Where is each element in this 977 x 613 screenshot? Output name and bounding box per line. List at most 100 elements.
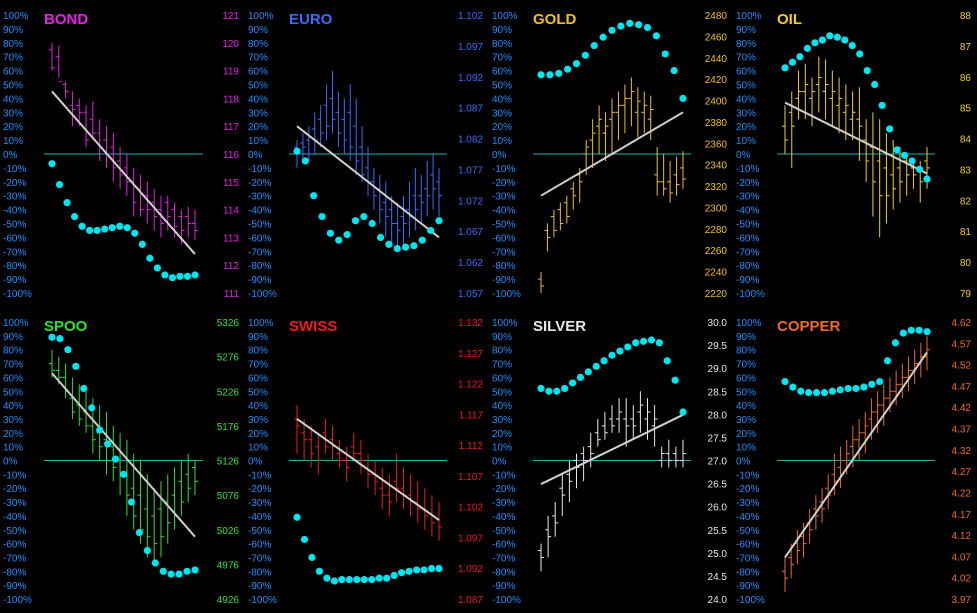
right-tick-label: 114 bbox=[223, 206, 239, 217]
baby-blue-dot bbox=[568, 379, 577, 387]
chart-panel-gold: 100% 90% 80% 70% 60% 50% 40% 30% 20% 10% 0% -10% -20… bbox=[489, 0, 733, 307]
left-tick-label: 60% bbox=[736, 373, 756, 384]
right-tick-label: 85 bbox=[960, 104, 972, 115]
baby-blue-dot bbox=[335, 236, 343, 244]
left-tick-label: 70% bbox=[492, 360, 512, 371]
left-tick-label: 90% bbox=[3, 332, 23, 343]
left-tick-label: -10% bbox=[3, 470, 26, 481]
right-tick-label: 1.087 bbox=[458, 595, 483, 606]
baby-blue-dot bbox=[818, 36, 826, 44]
baby-blue-dot bbox=[326, 229, 335, 237]
chart-title: COPPER bbox=[777, 318, 841, 335]
baby-blue-dot bbox=[661, 50, 669, 58]
right-tick-label: 2400 bbox=[705, 97, 728, 108]
baby-blue-dot bbox=[635, 21, 643, 29]
left-tick-label: -60% bbox=[248, 540, 271, 551]
left-tick-label: 20% bbox=[492, 122, 512, 133]
baby-blue-dot bbox=[820, 389, 829, 397]
left-tick-label: 80% bbox=[248, 39, 268, 50]
baby-blue-dot bbox=[537, 384, 545, 393]
chart-svg-silver: 100% 90% 80% 70% 60% 50% 40% 30% 20% 10% 0% -10% -20… bbox=[492, 318, 728, 606]
baby-blue-dot bbox=[812, 389, 821, 397]
chart-svg-copper: 100% 90% 80% 70% 60% 50% 40% 30% 20% 10% 0% -10% -20… bbox=[736, 318, 972, 606]
left-tick-label: -100% bbox=[736, 595, 765, 606]
left-tick-label: -60% bbox=[736, 540, 759, 551]
left-tick-label: 90% bbox=[736, 25, 756, 36]
chart-panel-oil: 100% 90% 80% 70% 60% 50% 40% 30% 20% 10% 0% -10% -20… bbox=[733, 0, 977, 307]
left-tick-label: 80% bbox=[492, 346, 512, 357]
right-tick-label: 119 bbox=[223, 67, 239, 78]
right-tick-label: 5076 bbox=[217, 491, 240, 502]
left-tick-label: -60% bbox=[3, 540, 26, 551]
left-tick-label: -80% bbox=[3, 567, 26, 578]
baby-blue-dot bbox=[435, 564, 443, 573]
left-tick-label: 70% bbox=[248, 53, 268, 64]
right-tick-label: 86 bbox=[960, 73, 972, 84]
baby-blue-dot bbox=[167, 570, 175, 578]
left-tick-label: -20% bbox=[3, 484, 26, 495]
left-tick-label: -40% bbox=[736, 512, 759, 523]
right-tick-label: 4.27 bbox=[952, 467, 972, 478]
baby-blue-dot bbox=[101, 225, 109, 233]
chart-svg-euro: 100% 90% 80% 70% 60% 50% 40% 30% 20% 10% 0% -10% -20… bbox=[248, 11, 483, 300]
left-tick-label: -20% bbox=[736, 178, 759, 189]
baby-blue-dot bbox=[153, 264, 161, 272]
baby-blue-dot bbox=[310, 192, 318, 200]
baby-blue-dot bbox=[797, 387, 805, 395]
left-tick-label: 50% bbox=[736, 387, 756, 398]
left-tick-label: 60% bbox=[492, 373, 512, 384]
right-tick-label: 30.0 bbox=[708, 318, 728, 329]
left-tick-label: -90% bbox=[492, 581, 515, 592]
right-tick-label: 4.47 bbox=[952, 382, 972, 393]
left-tick-label: 30% bbox=[248, 415, 268, 426]
baby-blue-dot bbox=[852, 384, 860, 393]
trend-line bbox=[296, 125, 440, 239]
left-tick-label: 70% bbox=[736, 53, 756, 64]
left-tick-label: -80% bbox=[736, 261, 759, 272]
left-tick-label: 20% bbox=[736, 122, 756, 133]
baby-blue-dot bbox=[368, 219, 376, 228]
baby-blue-dot bbox=[608, 26, 616, 34]
left-tick-label: -100% bbox=[3, 595, 32, 606]
left-tick-label: -50% bbox=[248, 526, 271, 537]
left-tick-label: -10% bbox=[492, 470, 515, 481]
chart-panel-bond: 100% 90% 80% 70% 60% 50% 40% 30% 20% 10% 0% -10% -20… bbox=[0, 0, 245, 307]
baby-blue-dot bbox=[111, 455, 120, 463]
chart-panel-copper: 100% 90% 80% 70% 60% 50% 40% 30% 20% 10% 0% -10% -20… bbox=[733, 307, 977, 613]
left-tick-label: -100% bbox=[3, 289, 32, 300]
left-tick-label: 60% bbox=[248, 373, 268, 384]
left-tick-label: 30% bbox=[736, 108, 756, 119]
left-tick-label: -90% bbox=[248, 275, 271, 286]
left-tick-label: 40% bbox=[3, 94, 23, 105]
right-tick-label: 5226 bbox=[217, 387, 240, 398]
baby-blue-dot bbox=[301, 157, 309, 165]
right-tick-label: 4.12 bbox=[952, 531, 972, 542]
left-tick-label: 40% bbox=[492, 401, 512, 412]
baby-blue-dot bbox=[848, 41, 856, 50]
left-tick-label: 30% bbox=[3, 415, 23, 426]
left-tick-label: 10% bbox=[736, 443, 756, 454]
chart-svg-bond: 100% 90% 80% 70% 60% 50% 40% 30% 20% 10% 0% -10% -20… bbox=[3, 11, 239, 300]
chart-title: BOND bbox=[44, 11, 88, 28]
left-tick-label: 50% bbox=[736, 81, 756, 92]
chart-svg-gold: 100% 90% 80% 70% 60% 50% 40% 30% 20% 10% 0% -10% -20… bbox=[492, 11, 728, 300]
right-tick-label: 112 bbox=[223, 261, 239, 272]
left-tick-label: -70% bbox=[3, 553, 26, 564]
baby-blue-dot bbox=[860, 383, 868, 391]
baby-blue-dot bbox=[626, 19, 634, 27]
left-tick-label: -30% bbox=[3, 498, 26, 509]
baby-blue-dot bbox=[308, 553, 316, 562]
left-tick-label: 100% bbox=[248, 11, 274, 22]
left-tick-label: 60% bbox=[3, 67, 23, 78]
left-tick-label: -100% bbox=[492, 595, 521, 606]
left-tick-label: -70% bbox=[492, 553, 515, 564]
left-tick-label: -80% bbox=[248, 567, 271, 578]
baby-blue-dot bbox=[191, 566, 199, 574]
baby-blue-dot bbox=[647, 336, 656, 344]
left-tick-label: 20% bbox=[736, 429, 756, 440]
trend-line bbox=[784, 101, 928, 175]
right-tick-label: 2480 bbox=[705, 11, 728, 22]
left-tick-label: -30% bbox=[248, 498, 271, 509]
left-tick-label: 100% bbox=[736, 318, 762, 329]
right-tick-label: 116 bbox=[223, 150, 239, 161]
